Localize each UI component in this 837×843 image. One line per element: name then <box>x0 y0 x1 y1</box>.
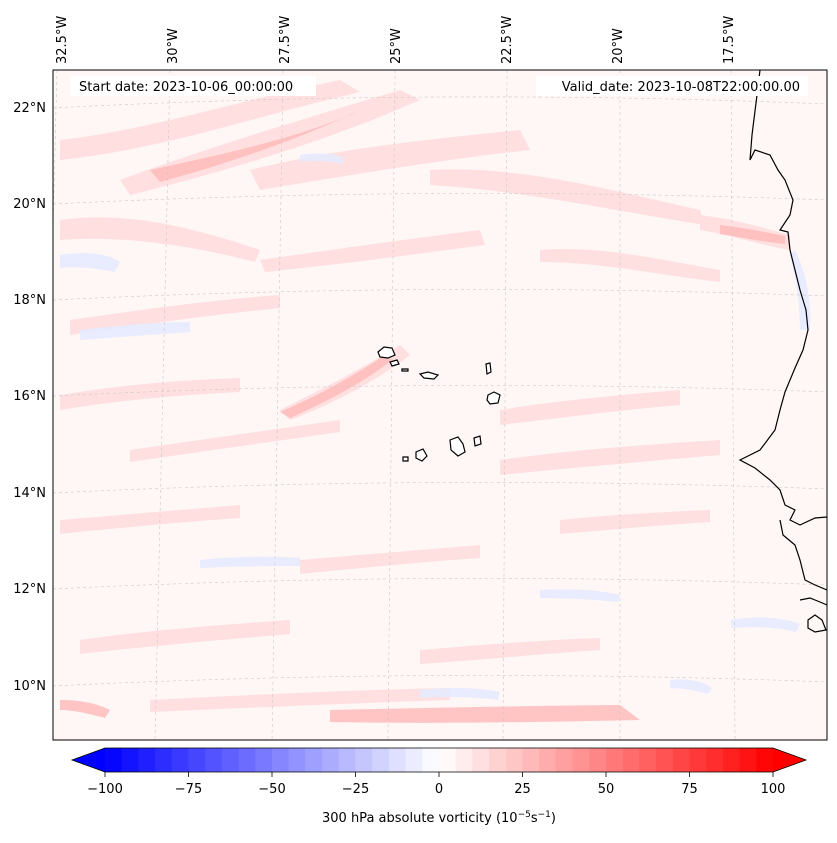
colorbar-segment <box>472 748 490 772</box>
colorbar-segment <box>555 748 574 772</box>
boa-vista-island <box>486 391 501 405</box>
lon-label-25w: 25°W <box>389 28 404 64</box>
colorbar-segment <box>405 748 423 772</box>
cb-tick-label-0: 0 <box>435 782 443 797</box>
colorbar-segment <box>756 748 774 772</box>
colorbar-segment <box>155 748 173 772</box>
brava-island <box>402 456 409 462</box>
colorbar-segment <box>338 748 356 772</box>
cb-tick-label-m75: −75 <box>175 782 202 797</box>
colorbar-segment <box>372 748 390 772</box>
cape-verde-islands <box>377 346 501 462</box>
colorbar-ticks <box>104 772 774 777</box>
colorbar-segment <box>455 748 473 772</box>
colorbar-segment <box>121 748 139 772</box>
colorbar-segment <box>221 748 240 772</box>
colorbar: −100 −75 −50 −25 0 25 50 75 100 300 hPa … <box>70 747 808 826</box>
colorbar-segment <box>589 748 607 772</box>
cb-tick-label-75: 75 <box>681 782 698 797</box>
start-date-label: Start date: 2023-10-06_00:00:00 <box>79 80 293 95</box>
map-frame <box>52 69 828 741</box>
cb-tick-label-m100: −100 <box>87 782 123 797</box>
maio-island <box>473 435 482 447</box>
lat-label-16n: 16°N <box>13 389 46 404</box>
colorbar-tick-labels: −100 −75 −50 −25 0 25 50 75 100 <box>87 782 785 797</box>
colorbar-segment <box>188 748 206 772</box>
colorbar-segment <box>272 748 290 772</box>
lat-label-22n: 22°N <box>13 101 46 116</box>
colorbar-segment <box>672 748 690 772</box>
start-date-box <box>70 76 316 96</box>
santa-luzia-island <box>401 368 409 372</box>
sao-nicolau-island <box>418 371 440 380</box>
santo-antao-island <box>377 346 396 359</box>
colorbar-segment <box>255 748 273 772</box>
colorbar-label: 300 hPa absolute vorticity (10−5s−1) <box>322 810 556 826</box>
colorbar-segment <box>238 748 256 772</box>
lat-label-20n: 20°N <box>13 197 46 212</box>
colorbar-segment <box>739 748 757 772</box>
colorbar-min-extend-arrow <box>72 748 105 772</box>
colorbar-segment <box>539 748 557 772</box>
colorbar-segment <box>505 748 523 772</box>
lat-label-18n: 18°N <box>13 293 46 308</box>
colorbar-segment <box>622 748 640 772</box>
cb-tick-label-25: 25 <box>514 782 531 797</box>
lat-label-14n: 14°N <box>13 486 46 501</box>
colorbar-segment <box>322 748 340 772</box>
colorbar-segment <box>606 748 624 772</box>
cb-tick-label-m25: −25 <box>342 782 369 797</box>
colorbar-segment <box>355 748 373 772</box>
cb-tick-label-50: 50 <box>598 782 615 797</box>
valid-date-box <box>536 76 808 96</box>
cb-tick-label-100: 100 <box>761 782 786 797</box>
colorbar-segments <box>105 748 774 772</box>
coastline <box>738 70 827 633</box>
fogo-island <box>415 448 428 462</box>
colorbar-max-extend-arrow <box>773 748 806 772</box>
colorbar-segment <box>138 748 156 772</box>
colorbar-segment <box>388 748 407 772</box>
lat-label-12n: 12°N <box>13 582 46 597</box>
lat-label-10n: 10°N <box>13 679 46 694</box>
colorbar-segment <box>288 748 306 772</box>
longitude-labels: 32.5°W 30°W 27.5°W 25°W 22.5°W 20°W 17.5… <box>55 16 737 64</box>
lon-label-20w: 20°W <box>611 28 626 64</box>
vorticity-field <box>53 70 827 740</box>
colorbar-segment <box>422 748 440 772</box>
colorbar-segment <box>639 748 657 772</box>
lon-label-27-5w: 27.5°W <box>278 16 293 64</box>
latitude-labels: 22°N 20°N 18°N 16°N 14°N 12°N 10°N <box>13 101 46 694</box>
lon-label-30w: 30°W <box>166 28 181 64</box>
colorbar-segment <box>522 748 540 772</box>
santiago-island <box>449 436 466 457</box>
colorbar-segment <box>105 748 123 772</box>
colorbar-segment <box>706 748 724 772</box>
lon-label-17-5w: 17.5°W <box>722 16 737 64</box>
lon-label-22-5w: 22.5°W <box>500 16 515 64</box>
valid-date-label: Valid_date: 2023-10-08T22:00:00.00 <box>562 80 800 95</box>
colorbar-segment <box>171 748 189 772</box>
colorbar-segment <box>489 748 507 772</box>
colorbar-segment <box>722 748 741 772</box>
colorbar-segment <box>205 748 223 772</box>
lon-label-32-5w: 32.5°W <box>55 16 70 64</box>
colorbar-segment <box>439 748 457 772</box>
colorbar-segment <box>689 748 707 772</box>
sao-vicente-island <box>389 359 400 367</box>
cb-tick-label-m50: −50 <box>258 782 285 797</box>
colorbar-segment <box>656 748 674 772</box>
colorbar-segment <box>305 748 323 772</box>
sal-island <box>485 362 492 375</box>
colorbar-segment <box>572 748 590 772</box>
graticule <box>53 70 827 740</box>
